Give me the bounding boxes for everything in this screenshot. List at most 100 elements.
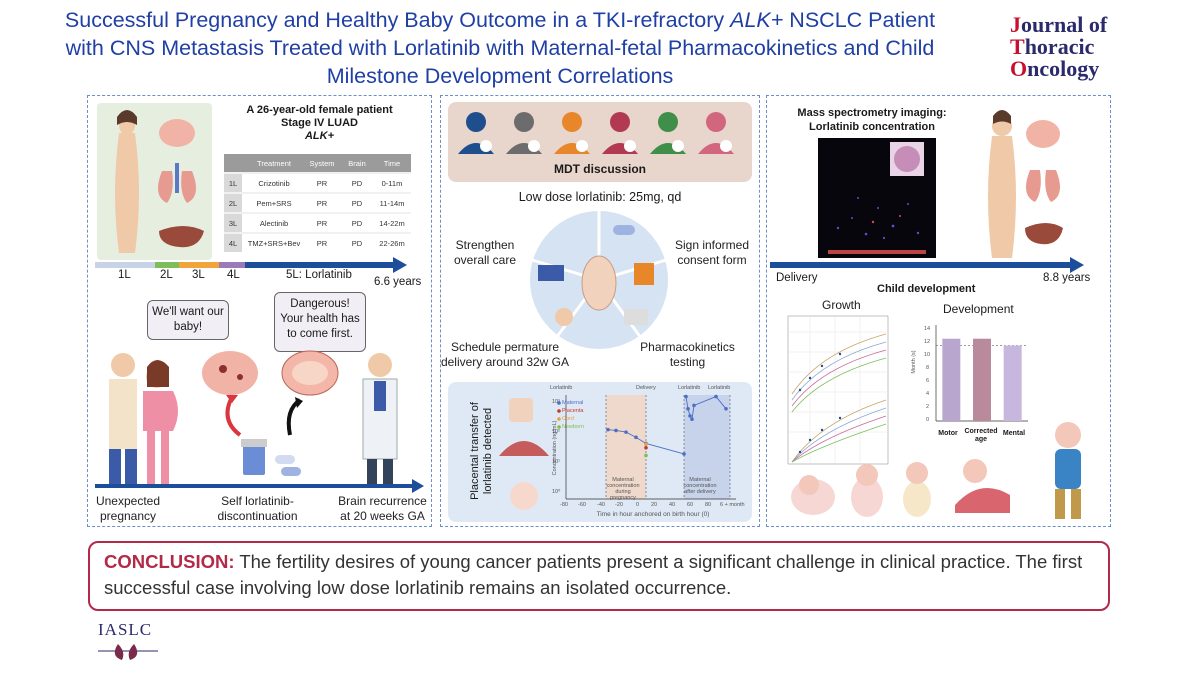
brain-icon (159, 119, 195, 147)
pk-chart (557, 394, 736, 500)
events-timeline (95, 484, 415, 488)
patient-line-3: ALK+ (304, 130, 335, 142)
placenta-illustration (499, 398, 549, 510)
events-arrow-icon (412, 479, 424, 493)
title-text-2: NSCLC Patient with CNS Metastasis Treate… (65, 8, 936, 88)
care-team-icon (538, 265, 564, 281)
legend-marker (557, 401, 561, 405)
bar-corrected-age (973, 338, 991, 421)
child-age-label: 8.8 years (1043, 272, 1091, 284)
chart-top-label: Lorlatinib (550, 385, 573, 391)
table-row (224, 174, 411, 192)
patient-line-1: A 26-year-old female patient (246, 104, 393, 116)
timeline-label: 4L (227, 269, 240, 281)
lungs-icon (158, 171, 196, 203)
development-title: Development (943, 302, 1014, 316)
xtick: 40 (669, 502, 676, 508)
dev-category-labels: Motor Corrected age Mental (935, 428, 1035, 450)
growth-title: Growth (822, 298, 861, 312)
xtick: -40 (597, 502, 605, 508)
chart-top-label: Lorlatinib (678, 385, 701, 391)
child-growth-illustration (791, 422, 1081, 519)
data-point (690, 417, 694, 422)
baby-icon (555, 308, 573, 326)
patient-info: A 26-year-old female patient Stage IV LU… (222, 104, 417, 143)
team-icons (458, 112, 734, 154)
event-brain-recurrence: Brain recurrence at 20 weeks GA (338, 494, 427, 523)
timeline-label: 3L (192, 269, 205, 281)
xtick: 60 (687, 502, 694, 508)
dev-ytick: 2 (926, 404, 930, 410)
iaslc-logo: IASLC (98, 620, 153, 639)
timeline-segment-2L (155, 262, 179, 268)
data-point (686, 406, 690, 411)
msi-title: Mass spectrometry imaging: Lorlatinib co… (772, 106, 972, 134)
mdt-label: MDT discussion (553, 162, 646, 176)
msi-title-1: Mass spectrometry imaging: (797, 107, 947, 119)
title-alk: ALK+ (730, 8, 784, 32)
test-tube-icon (624, 309, 648, 325)
couple-icon (109, 353, 178, 485)
ytick: 10² (552, 429, 560, 435)
infant-icon (851, 464, 883, 517)
pk-chart-text: Lorlatinib Delivery Lorlatinib Lorlatini… (548, 385, 748, 520)
newborn-icon (510, 482, 538, 510)
table-header: Brain (348, 159, 366, 168)
chart-ylabel: Concentration (ng/mL) (552, 420, 558, 476)
consent-label: Sign informed consent form (674, 238, 750, 267)
xtick: 20 (651, 502, 658, 508)
post-delivery-shade (684, 395, 730, 499)
development-chart-text: Month (s) 0 2 4 6 8 10 12 14 (910, 315, 1035, 441)
legend-marker (557, 417, 561, 421)
doctor-icon (362, 353, 398, 485)
table-header: System (309, 159, 335, 168)
newborn-icon (791, 475, 835, 515)
conclusion-text: The fertility desires of young cancer pa… (104, 551, 1083, 598)
pill-bottle-icon (241, 439, 301, 476)
data-point (634, 435, 638, 440)
data-point (714, 394, 718, 399)
pk-label: Pharmacokinetics testing (640, 340, 735, 369)
liver-icon (1025, 223, 1063, 245)
care-wheel (528, 209, 670, 351)
data-point (688, 414, 692, 418)
ytick: 10³ (552, 399, 560, 405)
right-panel (766, 95, 1111, 527)
note-after-delivery: Maternal concentration after delivery (683, 477, 717, 495)
table-row (224, 194, 411, 212)
msi-image (818, 138, 936, 258)
data-point (684, 394, 688, 399)
walking-child-icon (1055, 422, 1081, 519)
dev-category-label: Mental (1002, 430, 1026, 437)
dev-ylabel: Month (s) (911, 350, 917, 374)
xtick: 80 (705, 502, 712, 508)
xtick: -20 (615, 502, 623, 508)
lung-logo-icon (98, 644, 158, 660)
placental-label: Placental transfer of lorlatinib detecte… (469, 402, 494, 500)
mother-body-illustration (988, 110, 1063, 258)
dose-label: Low dose lorlatinib: 25mg, qd (518, 190, 682, 204)
conclusion-box: CONCLUSION: The fertility desires of you… (88, 541, 1110, 611)
xtick: 6 + month (720, 502, 745, 508)
growth-chart (787, 315, 889, 465)
timeline-segment-5L (245, 262, 395, 268)
legend-cord: Cord (562, 416, 574, 422)
treatment-table: Treatment System Brain Time 1L Crizotini… (224, 154, 411, 252)
legend-marker (557, 425, 561, 429)
chart-top-label: Delivery (636, 385, 656, 391)
timeline-label: 5L: Lorlatinib (286, 269, 352, 281)
left-panel (87, 95, 432, 527)
arm-icon (509, 398, 533, 422)
timeline-segment-4L (219, 262, 245, 268)
data-point (692, 403, 696, 408)
care-label: Strengthen overall care (453, 238, 517, 267)
delivery-plan-label: Schedule permature delivery around 32w G… (440, 340, 570, 369)
timeline-segment-1L (95, 262, 155, 268)
clinical-scene-illustration (109, 350, 398, 485)
journal-logo: Journal of Thoracic Oncology (1010, 12, 1108, 81)
lungs-icon (1026, 170, 1060, 202)
xtick: 0 (636, 502, 640, 508)
legend-newborn: Newborn (562, 424, 585, 430)
legend-maternal: Maternal (562, 400, 584, 406)
msi-title-2: Lorlatinib concentration (809, 121, 935, 133)
